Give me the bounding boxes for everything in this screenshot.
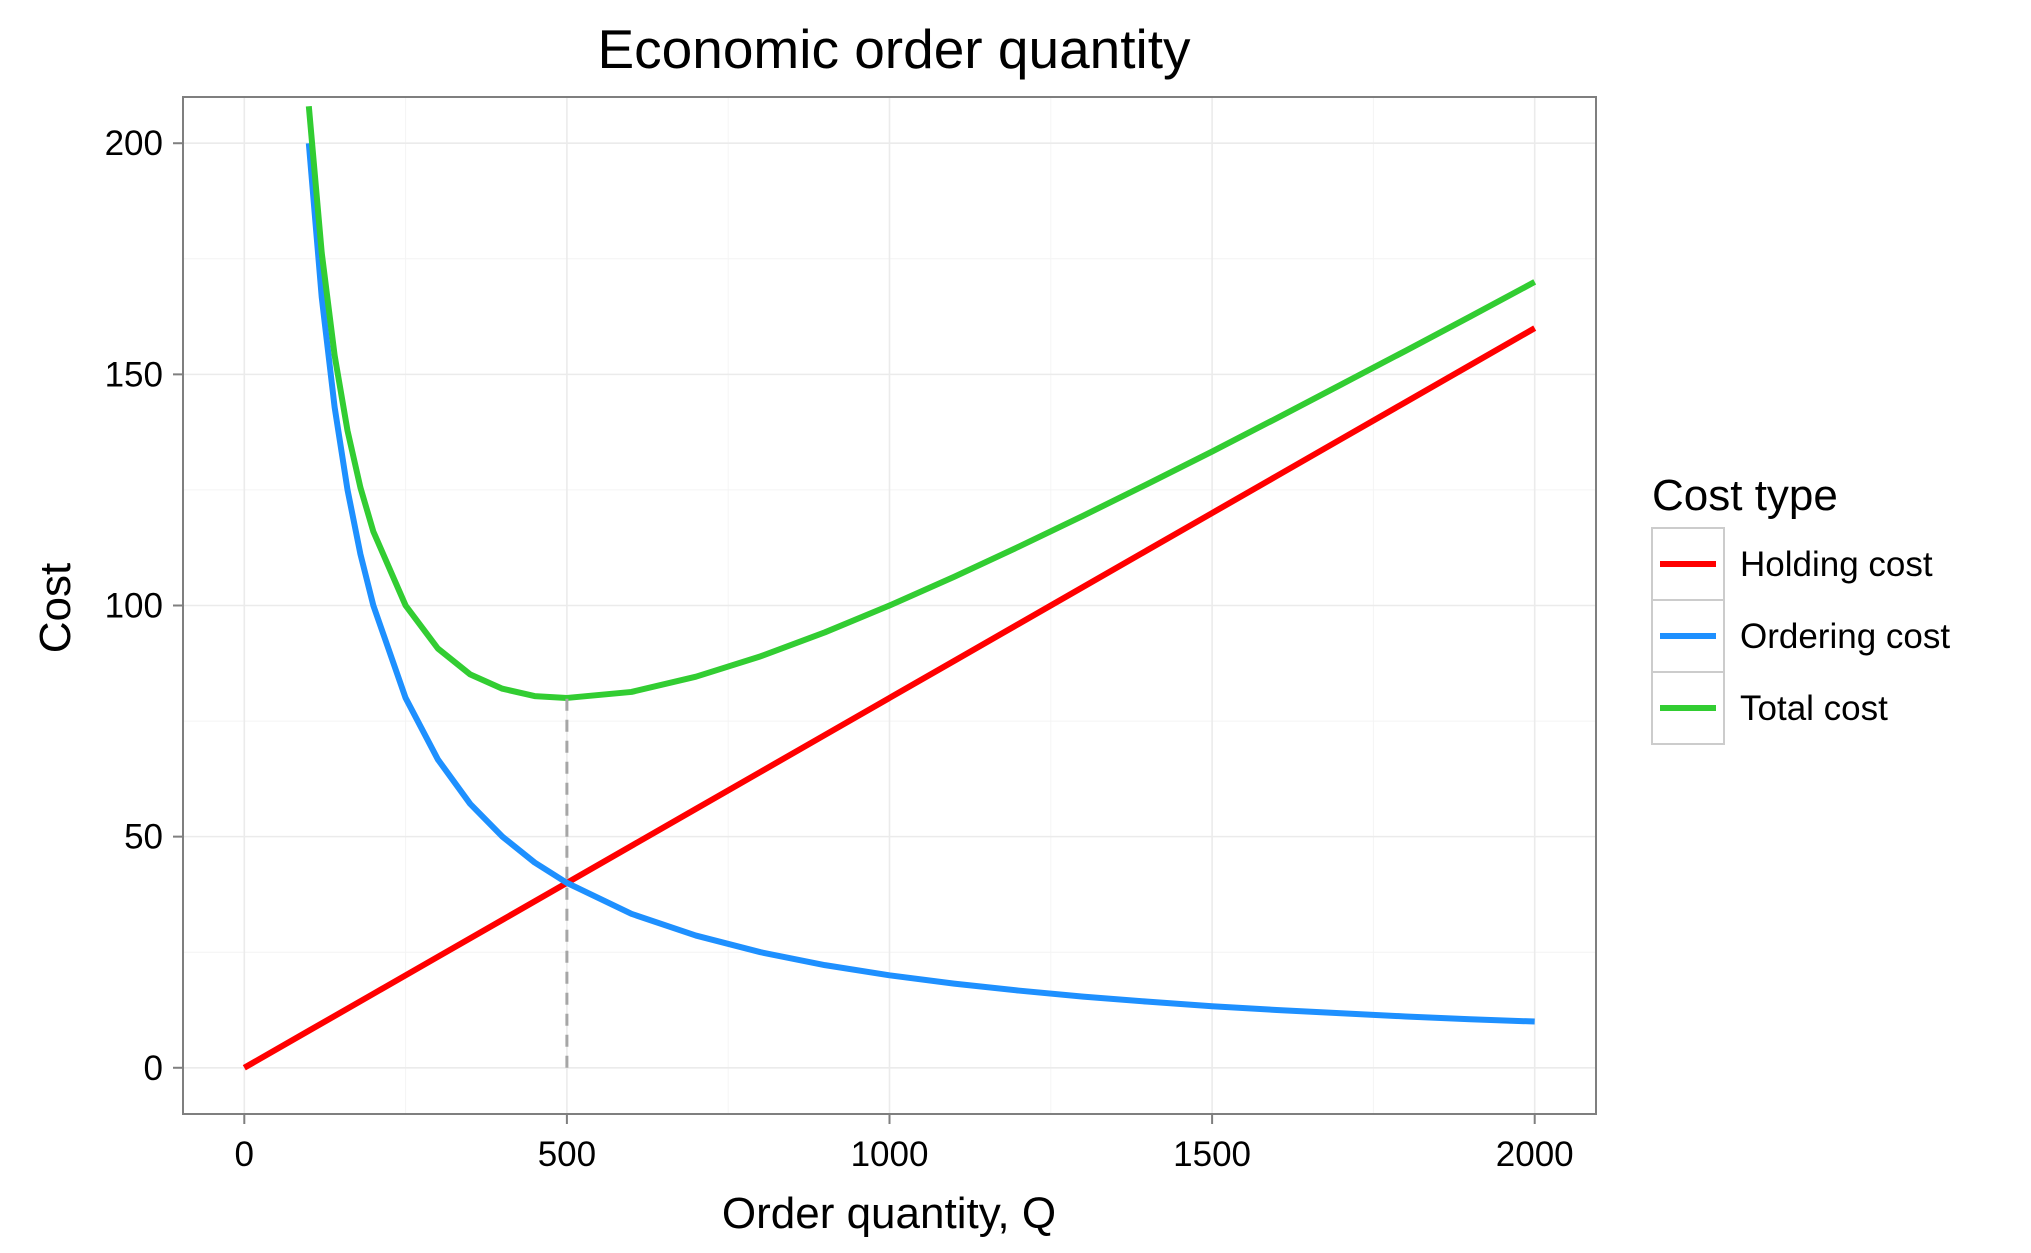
y-tick-label: 50 [124,818,163,857]
legend: Cost type Holding cost Ordering cost Total… [1651,471,1950,745]
y-tick-label: 0 [144,1049,163,1088]
legend-label-holding-cost: Holding cost [1740,545,1933,584]
x-tick-label: 1500 [1173,1135,1251,1174]
x-tick-label: 2000 [1496,1135,1574,1174]
x-tick-label: 0 [235,1135,254,1174]
series-lines [242,105,1537,1071]
y-axis-title: Cost [31,563,80,653]
x-axis: 0 500 1000 1500 2000 [235,1114,1574,1174]
y-tick-label: 200 [105,124,163,163]
legend-label-total-cost: Total cost [1740,689,1888,728]
ordering-cost-line [305,142,1535,1025]
legend-entries: Holding cost Ordering cost Total cost [1651,527,1950,745]
x-tick-label: 500 [538,1135,596,1174]
y-axis: 0 50 100 150 200 [105,124,183,1088]
x-axis-title: Order quantity, Q [722,1189,1056,1238]
y-tick-label: 100 [105,587,163,626]
y-tick-label: 150 [105,355,163,394]
legend-title: Cost type [1652,471,1838,520]
legend-label-ordering-cost: Ordering cost [1740,617,1950,656]
x-tick-label: 1000 [851,1135,929,1174]
plot-panel [182,96,1597,1115]
total-cost-line [305,105,1537,701]
holding-cost-line [242,325,1537,1071]
chart-title: Economic order quantity [597,18,1191,80]
